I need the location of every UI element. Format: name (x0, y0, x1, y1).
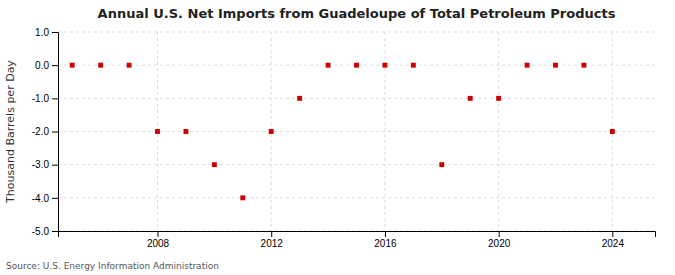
plot: 2008 2012 2016 2020 2024 1.0 0.0 -1.0 -2.0 -3.0 -4… (32, 27, 656, 249)
y-tick-mark (52, 165, 58, 166)
y-tick-mark (52, 231, 58, 232)
point (326, 63, 331, 68)
point (297, 96, 302, 101)
x-grid-line (384, 32, 385, 231)
y-tick-label: -4.0 (32, 193, 50, 204)
point (269, 129, 274, 134)
point (354, 63, 359, 68)
x-tick-mark (158, 231, 159, 237)
y-grid-line (58, 131, 655, 132)
point (610, 129, 615, 134)
y-axis: 1.0 0.0 -1.0 -2.0 -3.0 -4.0 -5.0 (32, 27, 59, 237)
x-axis: 2008 2012 2016 2020 2024 (59, 231, 656, 249)
x-tick: 2024 (602, 231, 625, 249)
x-tick-label: 2012 (261, 238, 284, 249)
point (468, 96, 473, 101)
y-tick: -3.0 (32, 159, 58, 170)
y-grid-line (58, 197, 655, 198)
chart: 2008 2012 2016 2020 2024 1.0 0.0 -1.0 -2.0 -3.0 -4… (0, 0, 675, 275)
x-tick-mark (271, 231, 272, 237)
y-tick-label: -2.0 (32, 126, 50, 137)
title: Annual U.S. Net Imports from Guadeloupe … (98, 6, 616, 21)
y-axis-label: Thousand Barrels per Day (4, 60, 17, 204)
y-grid-line (58, 32, 655, 33)
y-tick-label: -5.0 (32, 226, 50, 237)
x-tick-mark (612, 231, 613, 237)
y-tick: 1.0 (35, 27, 58, 38)
x-grid-line (498, 32, 499, 231)
point (183, 129, 188, 134)
point (98, 63, 103, 68)
x-tick-label: 2008 (147, 238, 170, 249)
x-tick-mark (385, 231, 386, 237)
x-tick: 2008 (147, 231, 170, 249)
y-tick: -1.0 (32, 93, 58, 104)
point (525, 63, 530, 68)
points (70, 63, 615, 201)
y-tick-label: -1.0 (32, 93, 50, 104)
point (553, 63, 558, 68)
point (382, 63, 387, 68)
x-tick-label: 2016 (374, 238, 397, 249)
y-tick: -2.0 (32, 126, 58, 137)
annotation: Source: U.S. Energy Information Administ… (6, 261, 219, 271)
y-tick: 0.0 (35, 60, 58, 71)
y-tick-label: 0.0 (35, 60, 49, 71)
y-grid-line (58, 164, 655, 165)
x-tick: 2020 (488, 231, 511, 249)
x-tick-label: 2024 (602, 238, 625, 249)
x-tick: 2016 (374, 231, 397, 249)
point (411, 63, 416, 68)
point (155, 129, 160, 134)
y-tick: -4.0 (32, 193, 58, 204)
point (439, 162, 444, 167)
x-tick-mark (499, 231, 500, 237)
point (212, 162, 217, 167)
y-tick-mark (52, 132, 58, 133)
y-tick: -5.0 (32, 226, 58, 237)
point (240, 195, 245, 200)
y-tick-mark (52, 65, 58, 66)
point (127, 63, 132, 68)
y-tick-mark (52, 98, 58, 99)
grid (58, 32, 655, 231)
point (496, 96, 501, 101)
y-axis-line (52, 33, 59, 232)
point (581, 63, 586, 68)
y-tick-mark (52, 32, 58, 33)
y-tick-mark (52, 198, 58, 199)
y-grid-line (58, 98, 655, 99)
y-tick-label: 1.0 (35, 27, 49, 38)
x-tick-label: 2020 (488, 238, 511, 249)
x-tick: 2012 (261, 231, 284, 249)
y-tick-label: -3.0 (32, 159, 50, 170)
point (70, 63, 75, 68)
x-axis-line (59, 232, 656, 238)
